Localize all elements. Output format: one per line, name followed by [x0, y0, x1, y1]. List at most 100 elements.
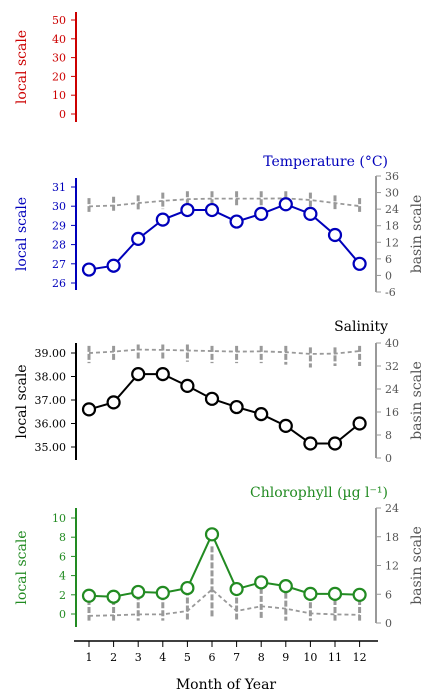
x-tick-label-2: 2 [110, 651, 117, 664]
x-tick-label-10: 10 [303, 651, 317, 664]
local-point-chlorophyll-12 [352, 587, 367, 602]
x-tick-label-4: 4 [159, 651, 166, 664]
left-tick-label-empty-4: 10 [52, 89, 66, 102]
local-point-temperature-5 [180, 202, 195, 218]
local-point-temperature-4 [155, 212, 170, 227]
local-point-salinity-1 [81, 402, 97, 417]
right-tick-label-chlorophyll-3: 6 [385, 588, 392, 601]
x-axis-title: Month of Year [176, 677, 277, 693]
local-point-salinity-2 [106, 395, 121, 410]
local-point-chlorophyll-4 [155, 585, 170, 600]
right-tick-label-temperature-7: -6 [385, 286, 396, 299]
left-tick-label-chlorophyll-5: 0 [59, 608, 66, 621]
basin-mean-line-temperature [88, 197, 360, 208]
left-tick-label-chlorophyll-3: 4 [59, 570, 66, 583]
left-tick-label-chlorophyll-2: 6 [59, 550, 66, 563]
left-tick-label-empty-1: 40 [52, 33, 66, 46]
right-tick-label-salinity-3: 16 [385, 406, 399, 419]
right-axis-title-salinity: basin scale [409, 361, 425, 440]
panel-title-chlorophyll: Chlorophyll (µg l⁻¹) [250, 485, 388, 501]
x-tick-label-5: 5 [184, 651, 191, 664]
left-tick-label-empty-2: 30 [52, 52, 66, 65]
local-line-temperature [88, 203, 361, 271]
local-point-salinity-10 [303, 436, 318, 451]
left-tick-label-salinity-0: 39.00 [35, 347, 67, 360]
left-axis-title-temperature: local scale [14, 197, 30, 271]
left-tick-label-temperature-5: 26 [52, 277, 66, 290]
local-point-salinity-12 [352, 416, 367, 431]
x-tick-label-6: 6 [209, 651, 216, 664]
local-point-temperature-6 [204, 202, 220, 218]
x-tick-label-12: 12 [353, 651, 367, 664]
right-tick-label-temperature-0: 36 [385, 170, 399, 183]
local-line-salinity [88, 373, 361, 445]
left-tick-label-temperature-1: 30 [52, 200, 66, 213]
left-tick-label-salinity-4: 35.00 [35, 441, 67, 454]
x-tick-label-11: 11 [328, 651, 342, 664]
local-point-temperature-1 [81, 262, 97, 277]
local-point-temperature-8 [254, 206, 269, 221]
x-tick-label-7: 7 [233, 651, 240, 664]
right-tick-label-chlorophyll-2: 12 [385, 560, 399, 573]
local-point-salinity-4 [155, 367, 170, 382]
x-tick-label-3: 3 [135, 651, 142, 664]
left-tick-label-empty-0: 50 [52, 14, 66, 27]
local-point-chlorophyll-5 [180, 580, 195, 596]
left-tick-label-chlorophyll-1: 8 [59, 531, 66, 544]
panel-title-salinity: Salinity [334, 319, 388, 335]
local-point-chlorophyll-3 [131, 584, 146, 600]
local-point-salinity-7 [229, 399, 244, 415]
x-tick-label-1: 1 [86, 651, 93, 664]
local-point-salinity-11 [327, 436, 343, 451]
right-tick-label-salinity-0: 40 [385, 337, 399, 350]
left-tick-label-salinity-2: 37.00 [35, 394, 67, 407]
right-axis-title-chlorophyll: basin scale [409, 526, 425, 605]
local-point-chlorophyll-1 [81, 588, 97, 603]
left-tick-label-temperature-2: 29 [52, 219, 66, 232]
left-tick-label-chlorophyll-4: 2 [59, 589, 66, 602]
local-point-chlorophyll-6 [204, 527, 220, 542]
local-point-chlorophyll-2 [106, 589, 121, 604]
right-tick-label-chlorophyll-1: 18 [385, 531, 399, 544]
left-tick-label-temperature-4: 27 [52, 258, 66, 271]
local-point-chlorophyll-9 [278, 579, 293, 594]
left-tick-label-chlorophyll-0: 10 [52, 512, 66, 525]
local-point-salinity-3 [131, 367, 146, 382]
right-tick-label-salinity-2: 24 [385, 383, 399, 396]
left-tick-label-temperature-3: 28 [52, 239, 66, 252]
right-tick-label-chlorophyll-0: 24 [385, 502, 399, 515]
right-tick-label-temperature-1: 30 [385, 187, 399, 200]
local-point-temperature-12 [352, 256, 367, 271]
left-axis-title-salinity: local scale [14, 364, 30, 438]
right-tick-label-temperature-6: 0 [385, 269, 392, 282]
local-point-salinity-6 [204, 391, 220, 406]
left-tick-label-salinity-3: 36.00 [35, 418, 67, 431]
x-tick-label-9: 9 [282, 651, 289, 664]
right-tick-label-salinity-5: 0 [385, 452, 392, 465]
local-line-chlorophyll [88, 531, 360, 598]
local-point-chlorophyll-8 [254, 575, 269, 590]
x-tick-label-8: 8 [258, 651, 265, 664]
local-point-temperature-9 [278, 197, 293, 212]
local-point-salinity-9 [278, 418, 293, 433]
left-axis-title-chlorophyll: local scale [14, 530, 30, 604]
local-point-salinity-8 [254, 407, 269, 422]
local-point-temperature-2 [106, 258, 121, 273]
right-axis-title-temperature: basin scale [409, 195, 425, 274]
left-tick-label-salinity-1: 38.00 [35, 371, 67, 384]
local-point-chlorophyll-11 [327, 586, 343, 601]
right-tick-label-salinity-1: 32 [385, 360, 399, 373]
right-tick-label-salinity-4: 8 [385, 429, 392, 442]
panel-title-temperature: Temperature (°C) [263, 154, 388, 170]
local-point-temperature-10 [303, 206, 318, 221]
basin-mean-line-salinity [88, 348, 360, 355]
local-point-temperature-7 [229, 214, 244, 229]
local-point-chlorophyll-7 [229, 581, 244, 597]
right-tick-label-temperature-2: 24 [385, 203, 399, 216]
basin-mean-line-chlorophyll [88, 588, 360, 617]
local-point-temperature-11 [327, 227, 343, 243]
local-point-chlorophyll-10 [303, 586, 318, 601]
left-tick-label-empty-5: 0 [59, 108, 66, 121]
local-point-salinity-5 [180, 378, 195, 393]
